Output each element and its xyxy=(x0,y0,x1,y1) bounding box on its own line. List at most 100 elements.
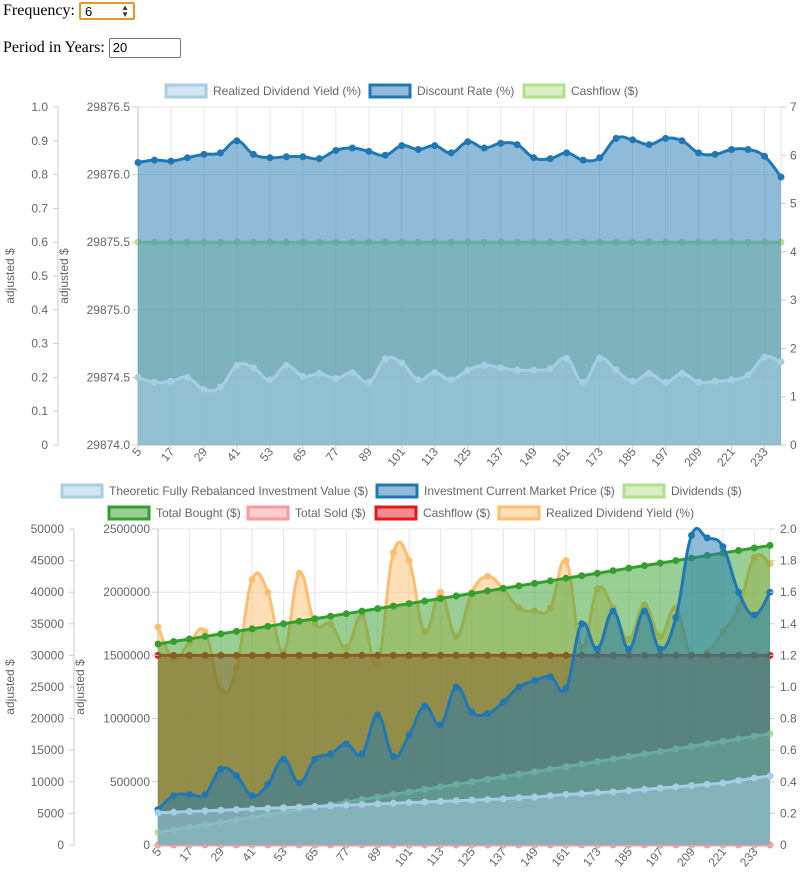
legend-label: Total Sold ($) xyxy=(295,506,366,520)
data-point xyxy=(154,623,162,631)
legend-swatch xyxy=(246,505,290,521)
outer-y-axis: 0 5000 10000 15000 20000 25000 30000 35000 40000… xyxy=(3,522,75,852)
data-point xyxy=(389,799,397,807)
data-point xyxy=(484,587,492,595)
data-point xyxy=(421,597,429,605)
data-point xyxy=(389,549,397,557)
outer-y-tick-label: 0.4 xyxy=(31,303,48,317)
frequency-value[interactable]: 6 xyxy=(84,3,93,19)
data-point xyxy=(315,155,323,163)
x-tick-label: 125 xyxy=(450,445,474,470)
data-point xyxy=(389,602,397,610)
data-point xyxy=(703,534,711,542)
data-point xyxy=(342,610,350,618)
legend-swatch xyxy=(60,483,104,499)
x-tick-label: 185 xyxy=(611,845,635,870)
outer-y-tick-label: 0.5 xyxy=(31,269,48,283)
data-point xyxy=(531,793,539,801)
data-point xyxy=(452,683,460,691)
frequency-stepper[interactable]: 6 ▲ ▼ xyxy=(78,2,135,20)
data-point xyxy=(248,576,256,584)
data-point xyxy=(531,677,539,685)
x-tick-label: 77 xyxy=(323,445,343,464)
data-point xyxy=(562,790,570,798)
data-point xyxy=(436,595,444,603)
data-point xyxy=(232,806,240,814)
legend-swatch xyxy=(497,505,541,521)
outer-y-tick-label: 0.6 xyxy=(31,235,48,249)
right-y-axis: 0 0.2 0.4 0.6 0.8 1.0 1.2 1.4 1.6 1.8 2.0 xyxy=(770,522,797,852)
data-point xyxy=(282,361,290,369)
data-point xyxy=(515,794,523,802)
x-tick-label: 125 xyxy=(455,845,479,870)
data-point xyxy=(735,588,743,596)
series-group xyxy=(134,134,785,445)
series-area xyxy=(138,356,781,445)
data-point xyxy=(546,577,554,585)
data-point xyxy=(358,801,366,809)
data-point xyxy=(546,673,554,681)
data-point xyxy=(170,792,178,800)
frequency-label: Frequency: xyxy=(3,2,75,19)
data-point xyxy=(744,145,752,153)
data-point xyxy=(499,698,507,706)
x-tick-label: 77 xyxy=(333,845,353,864)
series-realized-dividend-yield- xyxy=(134,353,785,445)
x-axis: 5 17 29 41 53 65 77 89 101 113 125 137 149 161 173 185 1… xyxy=(129,445,771,470)
data-point xyxy=(480,361,488,369)
data-point xyxy=(562,574,570,582)
data-point xyxy=(777,173,785,181)
data-point xyxy=(201,807,209,815)
data-point xyxy=(232,627,240,635)
period-input[interactable]: 20 xyxy=(108,38,181,58)
data-point xyxy=(579,156,587,164)
data-point xyxy=(719,779,727,787)
right-y-tick-label: 0.2 xyxy=(780,806,797,820)
data-point xyxy=(656,784,664,792)
x-tick-label: 29 xyxy=(191,445,211,464)
outer-y-tick-label: 45000 xyxy=(31,554,65,568)
data-point xyxy=(248,625,256,633)
x-tick-label: 41 xyxy=(239,845,259,864)
data-point xyxy=(266,154,274,162)
x-tick-label: 17 xyxy=(158,445,178,464)
data-point xyxy=(596,154,604,162)
data-point xyxy=(777,358,785,366)
data-point xyxy=(217,765,225,773)
x-tick-label: 137 xyxy=(483,445,507,470)
outer-y-tick-label: 30000 xyxy=(31,648,65,662)
data-point xyxy=(609,567,617,575)
data-point xyxy=(452,592,460,600)
data-point xyxy=(295,779,303,787)
outer-y-tick-label: 1.0 xyxy=(31,100,48,114)
left-y-axis: 0 500000 1000000 1500000 2000000 2500000 adjus… xyxy=(73,522,158,852)
data-point xyxy=(200,150,208,158)
data-point xyxy=(295,803,303,811)
legend-label: Discount Rate (%) xyxy=(417,84,514,98)
data-point xyxy=(513,366,521,374)
outer-y-tick-label: 0 xyxy=(41,438,48,452)
left-y-tick-label: 2500000 xyxy=(103,522,150,536)
stepper-arrows-icon[interactable]: ▲ ▼ xyxy=(121,3,129,19)
data-point xyxy=(662,134,670,142)
data-point xyxy=(311,615,319,623)
data-point xyxy=(374,605,382,613)
legend-swatch xyxy=(164,83,208,99)
left-y-tick-label: 0 xyxy=(143,838,150,852)
data-point xyxy=(280,755,288,763)
x-tick-label: 209 xyxy=(681,445,705,470)
right-y-tick-label: 2.0 xyxy=(780,522,797,536)
data-point xyxy=(436,588,444,596)
x-tick-label: 173 xyxy=(580,845,604,870)
right-y-tick-label: 3 xyxy=(790,293,797,307)
x-tick-label: 161 xyxy=(549,845,573,870)
data-point xyxy=(711,377,719,385)
data-point xyxy=(546,792,554,800)
data-point xyxy=(342,801,350,809)
data-point xyxy=(431,142,439,150)
data-point xyxy=(358,607,366,615)
data-point xyxy=(233,137,241,145)
data-point xyxy=(389,753,397,761)
data-point xyxy=(579,378,587,386)
data-point xyxy=(629,136,637,144)
